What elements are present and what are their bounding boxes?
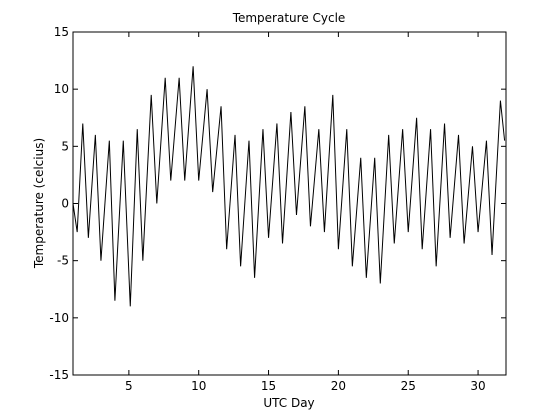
y-tick-label: 15 — [54, 25, 69, 39]
y-tick-label: -10 — [49, 311, 69, 325]
x-tick-label: 20 — [331, 379, 346, 393]
x-tick-label: 25 — [401, 379, 416, 393]
temperature-line — [72, 66, 506, 307]
axis-ticks: 5 10 15 20 25 30 15 10 5 0 -5 -10 -15 — [49, 25, 506, 393]
x-tick-label: 10 — [191, 379, 206, 393]
y-tick-label: 0 — [61, 197, 69, 211]
x-tick-label: 30 — [470, 379, 485, 393]
x-tick-label: 15 — [261, 379, 276, 393]
x-axis-label: UTC Day — [263, 396, 314, 410]
plot-frame — [72, 31, 507, 376]
y-tick-label: 5 — [61, 139, 69, 153]
y-axis-label: Temperature (celcius) — [32, 138, 46, 269]
y-tick-label: -15 — [49, 368, 69, 382]
y-tick-label: 10 — [54, 82, 69, 96]
chart-title: Temperature Cycle — [232, 11, 346, 25]
x-tick-label: 5 — [125, 379, 133, 393]
y-tick-label: -5 — [57, 254, 69, 268]
